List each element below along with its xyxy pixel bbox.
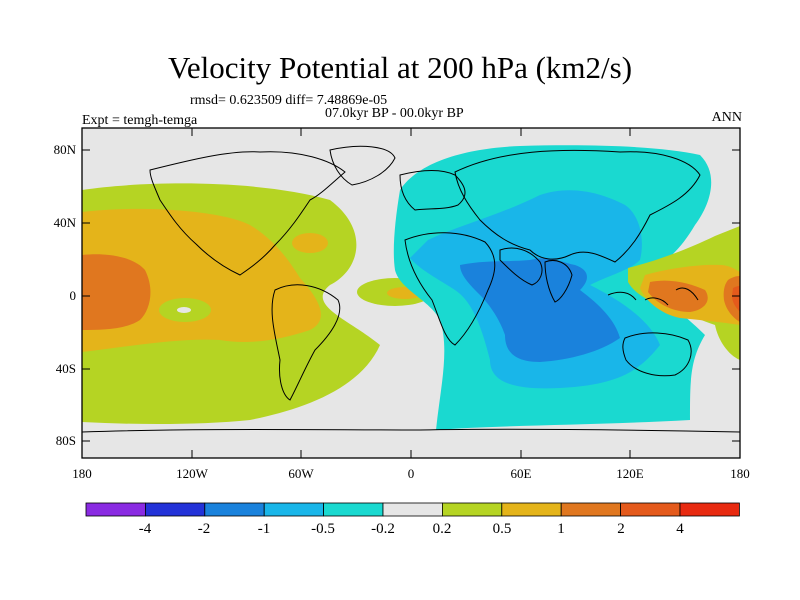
season-label: ANN [711, 110, 742, 125]
colorbar [85, 502, 740, 517]
colorbar-label: 4 [676, 521, 684, 537]
coastline-greenland [329, 145, 396, 186]
lon-label-120w: 120W [176, 466, 208, 481]
lon-label-180e: 180 [730, 466, 750, 481]
coastline-europe [399, 170, 466, 211]
coastline-antarctica [82, 428, 740, 433]
colorbar-label: -1 [257, 521, 271, 537]
stats-label: rmsd= 0.623509 diff= 7.48869e-05 [190, 93, 388, 108]
contour-1-west [82, 254, 151, 330]
coastline-asia [454, 149, 701, 263]
colorbar-swatch [620, 502, 681, 517]
coastline-north-america [149, 151, 346, 276]
lon-ticks [81, 128, 741, 458]
coastlines [82, 145, 740, 433]
colorbar-swatch [382, 502, 443, 517]
colorbar-swatch [323, 502, 384, 517]
colorbar-label: -4 [138, 521, 152, 537]
colorbar-label: 1 [557, 521, 565, 537]
contour-0.5-atlantic [292, 233, 328, 253]
contour-1-pacific [648, 280, 708, 312]
experiment-label: Expt = temgh-temga [82, 113, 198, 128]
lon-label-60w: 60W [288, 466, 314, 481]
lat-ticks [82, 149, 740, 442]
contour-field [82, 128, 740, 458]
lat-label-40n: 40N [53, 215, 76, 230]
lon-label-60e: 60E [510, 466, 532, 481]
colorbar-swatch [144, 502, 206, 517]
colorbar-swatch [204, 502, 265, 517]
colorbar-label: 0.5 [492, 521, 512, 537]
coastline-africa [404, 232, 496, 346]
contour-minus1-east [460, 258, 620, 362]
colorbar-swatch [85, 502, 146, 517]
lon-label-120e: 120E [616, 466, 644, 481]
colorbar-label: 0.2 [432, 521, 452, 537]
contour-2-dateline [732, 286, 740, 312]
colorbar-label: -0.2 [371, 521, 395, 537]
colorbar-label: -2 [197, 521, 211, 537]
chart-title: Velocity Potential at 200 hPa (km2/s) [167, 50, 633, 85]
lat-label-80n: 80N [53, 142, 76, 157]
coastline-australia [622, 332, 692, 377]
colorbar-swatch [560, 502, 622, 517]
lat-label-equator: 0 [69, 288, 77, 303]
colorbar-swatch [679, 502, 740, 517]
lon-label-0: 0 [407, 466, 415, 481]
colorbar-swatch [263, 502, 325, 517]
lat-label-80s: 80S [55, 433, 76, 448]
colorbar-label: -0.5 [311, 521, 335, 537]
colorbar-label: 2 [617, 521, 625, 537]
lon-label-180w: 180 [72, 466, 92, 481]
contour-hole-neutral [177, 307, 191, 313]
colorbar-swatch [501, 502, 562, 517]
lat-label-40s: 40S [55, 361, 76, 376]
coastline-arabia-india [499, 247, 573, 303]
colorbar-swatch [441, 502, 503, 517]
coastline-maritime-continent [607, 287, 699, 306]
coastline-south-america [271, 284, 341, 401]
period-label: 07.0kyr BP - 00.0kyr BP [325, 106, 464, 121]
